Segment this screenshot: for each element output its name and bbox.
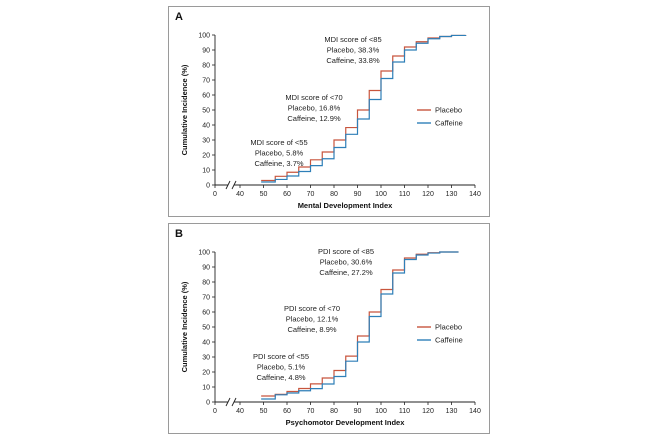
annotation-line: Placebo, 16.8% bbox=[288, 104, 341, 113]
x-axis-title: Psychomotor Development Index bbox=[286, 418, 406, 427]
y-tick-label: 70 bbox=[202, 78, 210, 85]
x-tick-label: 100 bbox=[375, 408, 387, 415]
x-tick-label: 70 bbox=[307, 191, 315, 198]
y-tick-label: 50 bbox=[202, 108, 210, 115]
annotation-line: Caffeine, 33.8% bbox=[326, 56, 380, 65]
legend: Placebo Caffeine bbox=[417, 323, 463, 345]
x-tick-label: 40 bbox=[236, 408, 244, 415]
annotation: MDI score of <70 Placebo, 16.8%Caffeine, … bbox=[285, 93, 342, 123]
legend-label: Caffeine bbox=[435, 119, 463, 128]
annotation-line: Placebo, 38.3% bbox=[327, 46, 380, 55]
x-tick-label: 50 bbox=[260, 408, 268, 415]
annotation: PDI score of <55 Placebo, 5.1%Caffeine, 4… bbox=[253, 352, 309, 382]
y-tick-label: 70 bbox=[202, 295, 210, 302]
annotation: PDI score of <85 Placebo, 30.6%Caffeine, … bbox=[318, 247, 374, 277]
axis-break-gap bbox=[228, 398, 234, 406]
series-line-caffeine bbox=[261, 251, 459, 400]
axis-break-mark bbox=[225, 180, 231, 190]
x-tick-label: 60 bbox=[283, 408, 291, 415]
y-tick-label: 40 bbox=[202, 340, 210, 347]
x-tick-label: 80 bbox=[330, 191, 338, 198]
x-tick-label: 80 bbox=[330, 408, 338, 415]
x-tick-label: 140 bbox=[469, 408, 481, 415]
y-tick-label: 30 bbox=[202, 355, 210, 362]
x-tick-label: 70 bbox=[307, 408, 315, 415]
chart-panel-b: B 0 40 50 60 70 80 90 100 110 120 130 140 0 10 20 30 40 5… bbox=[168, 223, 490, 434]
annotation-line: Placebo, 12.1% bbox=[286, 315, 339, 324]
legend-label: Placebo bbox=[435, 323, 462, 332]
panel-label: A bbox=[175, 11, 183, 23]
chart-svg-a: 0 40 50 60 70 80 90 100 110 120 130 140 0 10 20 30 40 50 6… bbox=[180, 33, 481, 211]
x-tick-label: 100 bbox=[375, 191, 387, 198]
axis-break-gap bbox=[228, 181, 234, 189]
annotation: MDI score of <55 Placebo, 5.8%Caffeine, 3… bbox=[250, 138, 307, 168]
annotation-line: Placebo, 5.8% bbox=[255, 149, 304, 158]
legend-label: Placebo bbox=[435, 106, 462, 115]
x-tick-label: 130 bbox=[446, 408, 458, 415]
annotation-line: MDI score of <70 bbox=[285, 93, 342, 102]
y-tick-label: 10 bbox=[202, 385, 210, 392]
annotation-line: MDI score of <55 bbox=[250, 138, 307, 147]
series-line-caffeine bbox=[261, 34, 467, 183]
y-tick-label: 60 bbox=[202, 310, 210, 317]
chart-svg-b: 0 40 50 60 70 80 90 100 110 120 130 140 0 10 20 30 40 50 6… bbox=[180, 247, 481, 427]
x-tick-label: 40 bbox=[236, 191, 244, 198]
annotation-line: Caffeine, 4.8% bbox=[256, 373, 305, 382]
annotation: PDI score of <70 Placebo, 12.1%Caffeine, … bbox=[284, 304, 340, 334]
legend-label: Caffeine bbox=[435, 336, 463, 345]
panel-label: B bbox=[175, 228, 183, 240]
annotation-line: Caffeine, 27.2% bbox=[319, 268, 373, 277]
x-tick-label: 60 bbox=[283, 191, 291, 198]
x-tick-label: 50 bbox=[260, 191, 268, 198]
annotation-line: PDI score of <70 bbox=[284, 304, 340, 313]
x-tick-label: 140 bbox=[469, 191, 481, 198]
y-tick-label: 100 bbox=[198, 33, 210, 40]
axis-break-mark bbox=[231, 397, 237, 407]
x-tick-label: 90 bbox=[354, 408, 362, 415]
chart-panel-a: A 0 40 50 60 70 80 90 100 110 120 130 140 0 10 20 30 40 5… bbox=[168, 6, 490, 217]
y-tick-label: 90 bbox=[202, 265, 210, 272]
y-tick-label: 100 bbox=[198, 250, 210, 257]
x-tick-label: 110 bbox=[399, 408, 410, 415]
y-tick-label: 20 bbox=[202, 370, 210, 377]
x-tick-label: 0 bbox=[213, 191, 217, 198]
legend: Placebo Caffeine bbox=[417, 106, 463, 128]
annotation-line: PDI score of <55 bbox=[253, 352, 309, 361]
y-tick-label: 40 bbox=[202, 123, 210, 130]
y-tick-label: 20 bbox=[202, 153, 210, 160]
x-tick-label: 120 bbox=[422, 191, 434, 198]
y-axis-title: Cumulative Incidence (%) bbox=[180, 64, 189, 155]
axis-break-mark bbox=[225, 397, 231, 407]
x-tick-label: 130 bbox=[446, 191, 458, 198]
y-tick-label: 30 bbox=[202, 138, 210, 145]
annotation-line: Placebo, 30.6% bbox=[320, 258, 373, 267]
y-tick-label: 80 bbox=[202, 63, 210, 70]
axis-break-mark bbox=[231, 180, 237, 190]
annotation-line: Placebo, 5.1% bbox=[257, 363, 306, 372]
annotation-line: Caffeine, 8.9% bbox=[287, 325, 336, 334]
y-tick-label: 90 bbox=[202, 48, 210, 55]
y-tick-label: 50 bbox=[202, 325, 210, 332]
x-tick-label: 110 bbox=[399, 191, 410, 198]
annotation: MDI score of <85 Placebo, 38.3%Caffeine, … bbox=[324, 35, 381, 65]
x-axis-title: Mental Development Index bbox=[298, 201, 393, 210]
annotation-line: MDI score of <85 bbox=[324, 35, 381, 44]
y-tick-label: 10 bbox=[202, 168, 210, 175]
annotation-line: PDI score of <85 bbox=[318, 247, 374, 256]
y-tick-label: 60 bbox=[202, 93, 210, 100]
x-tick-label: 120 bbox=[422, 408, 434, 415]
y-tick-label: 0 bbox=[206, 183, 210, 190]
annotation-line: Caffeine, 3.7% bbox=[254, 159, 303, 168]
y-tick-label: 80 bbox=[202, 280, 210, 287]
y-tick-label: 0 bbox=[206, 400, 210, 407]
x-tick-label: 90 bbox=[354, 191, 362, 198]
x-tick-label: 0 bbox=[213, 408, 217, 415]
y-axis-title: Cumulative Incidence (%) bbox=[180, 281, 189, 372]
annotation-line: Caffeine, 12.9% bbox=[287, 114, 341, 123]
